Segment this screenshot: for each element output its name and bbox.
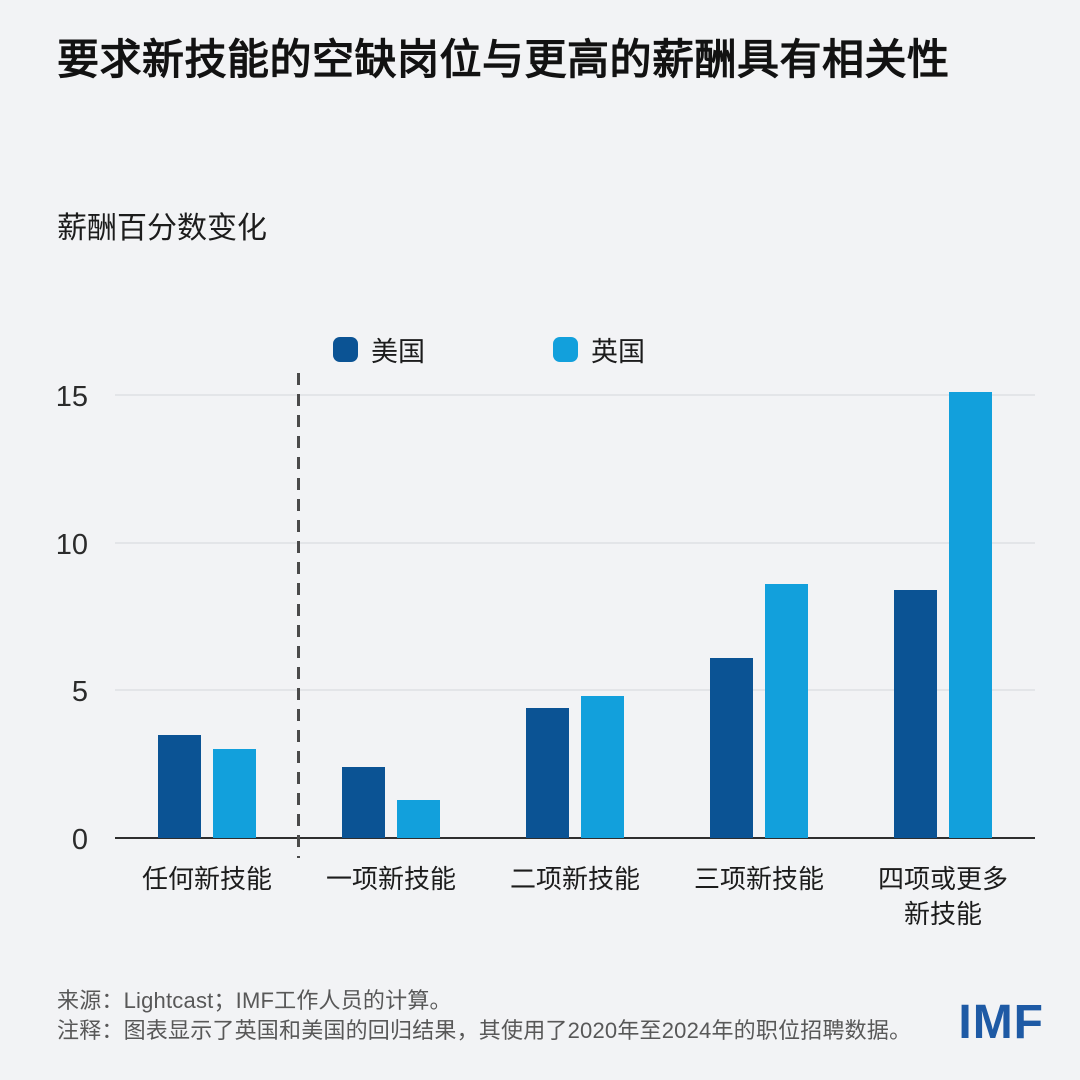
note-text: 注释：图表显示了英国和美国的回归结果，其使用了2020年至2024年的职位招聘数…: [57, 1018, 912, 1043]
bar-uk-2: [581, 696, 624, 838]
chart-title: 要求新技能的空缺岗位与更高的薪酬具有相关性: [57, 36, 950, 83]
y-tick-label-5: 5: [71, 676, 88, 709]
source-text: 来源：Lightcast；IMF工作人员的计算。: [57, 988, 452, 1013]
legend: 美国 英国: [0, 334, 1080, 367]
y-tick-label-15: 15: [55, 381, 88, 414]
bar-uk-3: [765, 584, 808, 838]
y-tick-label-10: 10: [55, 528, 88, 561]
y-axis-title: 薪酬百分数变化: [57, 212, 267, 245]
bar-us-3: [710, 658, 753, 838]
dashed-divider: [297, 373, 300, 858]
x-category-label-0: 任何新技能: [141, 864, 272, 894]
bar-uk-4: [949, 392, 992, 838]
x-category-label-2: 二项新技能: [509, 864, 640, 894]
x-category-label-1: 一项新技能: [325, 864, 456, 894]
x-axis-line: [115, 837, 1035, 839]
legend-swatch-us: [333, 336, 358, 362]
legend-label-us: 美国: [371, 336, 425, 367]
y-tick-label-0: 0: [71, 824, 88, 856]
bar-us-0: [158, 735, 201, 838]
imf-logo: IMF: [958, 996, 1044, 1049]
bar-us-2: [526, 708, 569, 838]
gridline-10: [115, 541, 1035, 544]
bar-uk-0: [213, 749, 256, 838]
bar-us-4: [894, 590, 937, 838]
gridline-5: [115, 689, 1035, 692]
legend-item-uk: 英国: [553, 334, 645, 367]
bar-uk-1: [397, 800, 440, 838]
legend-label-uk: 英国: [591, 336, 645, 367]
legend-item-us: 美国: [333, 334, 425, 367]
legend-swatch-uk: [553, 336, 578, 362]
bar-us-1: [342, 767, 385, 838]
x-category-label-3: 三项新技能: [693, 864, 824, 894]
gridline-15: [115, 394, 1035, 397]
x-category-label-4: 四项或更多 新技能: [877, 864, 1008, 930]
